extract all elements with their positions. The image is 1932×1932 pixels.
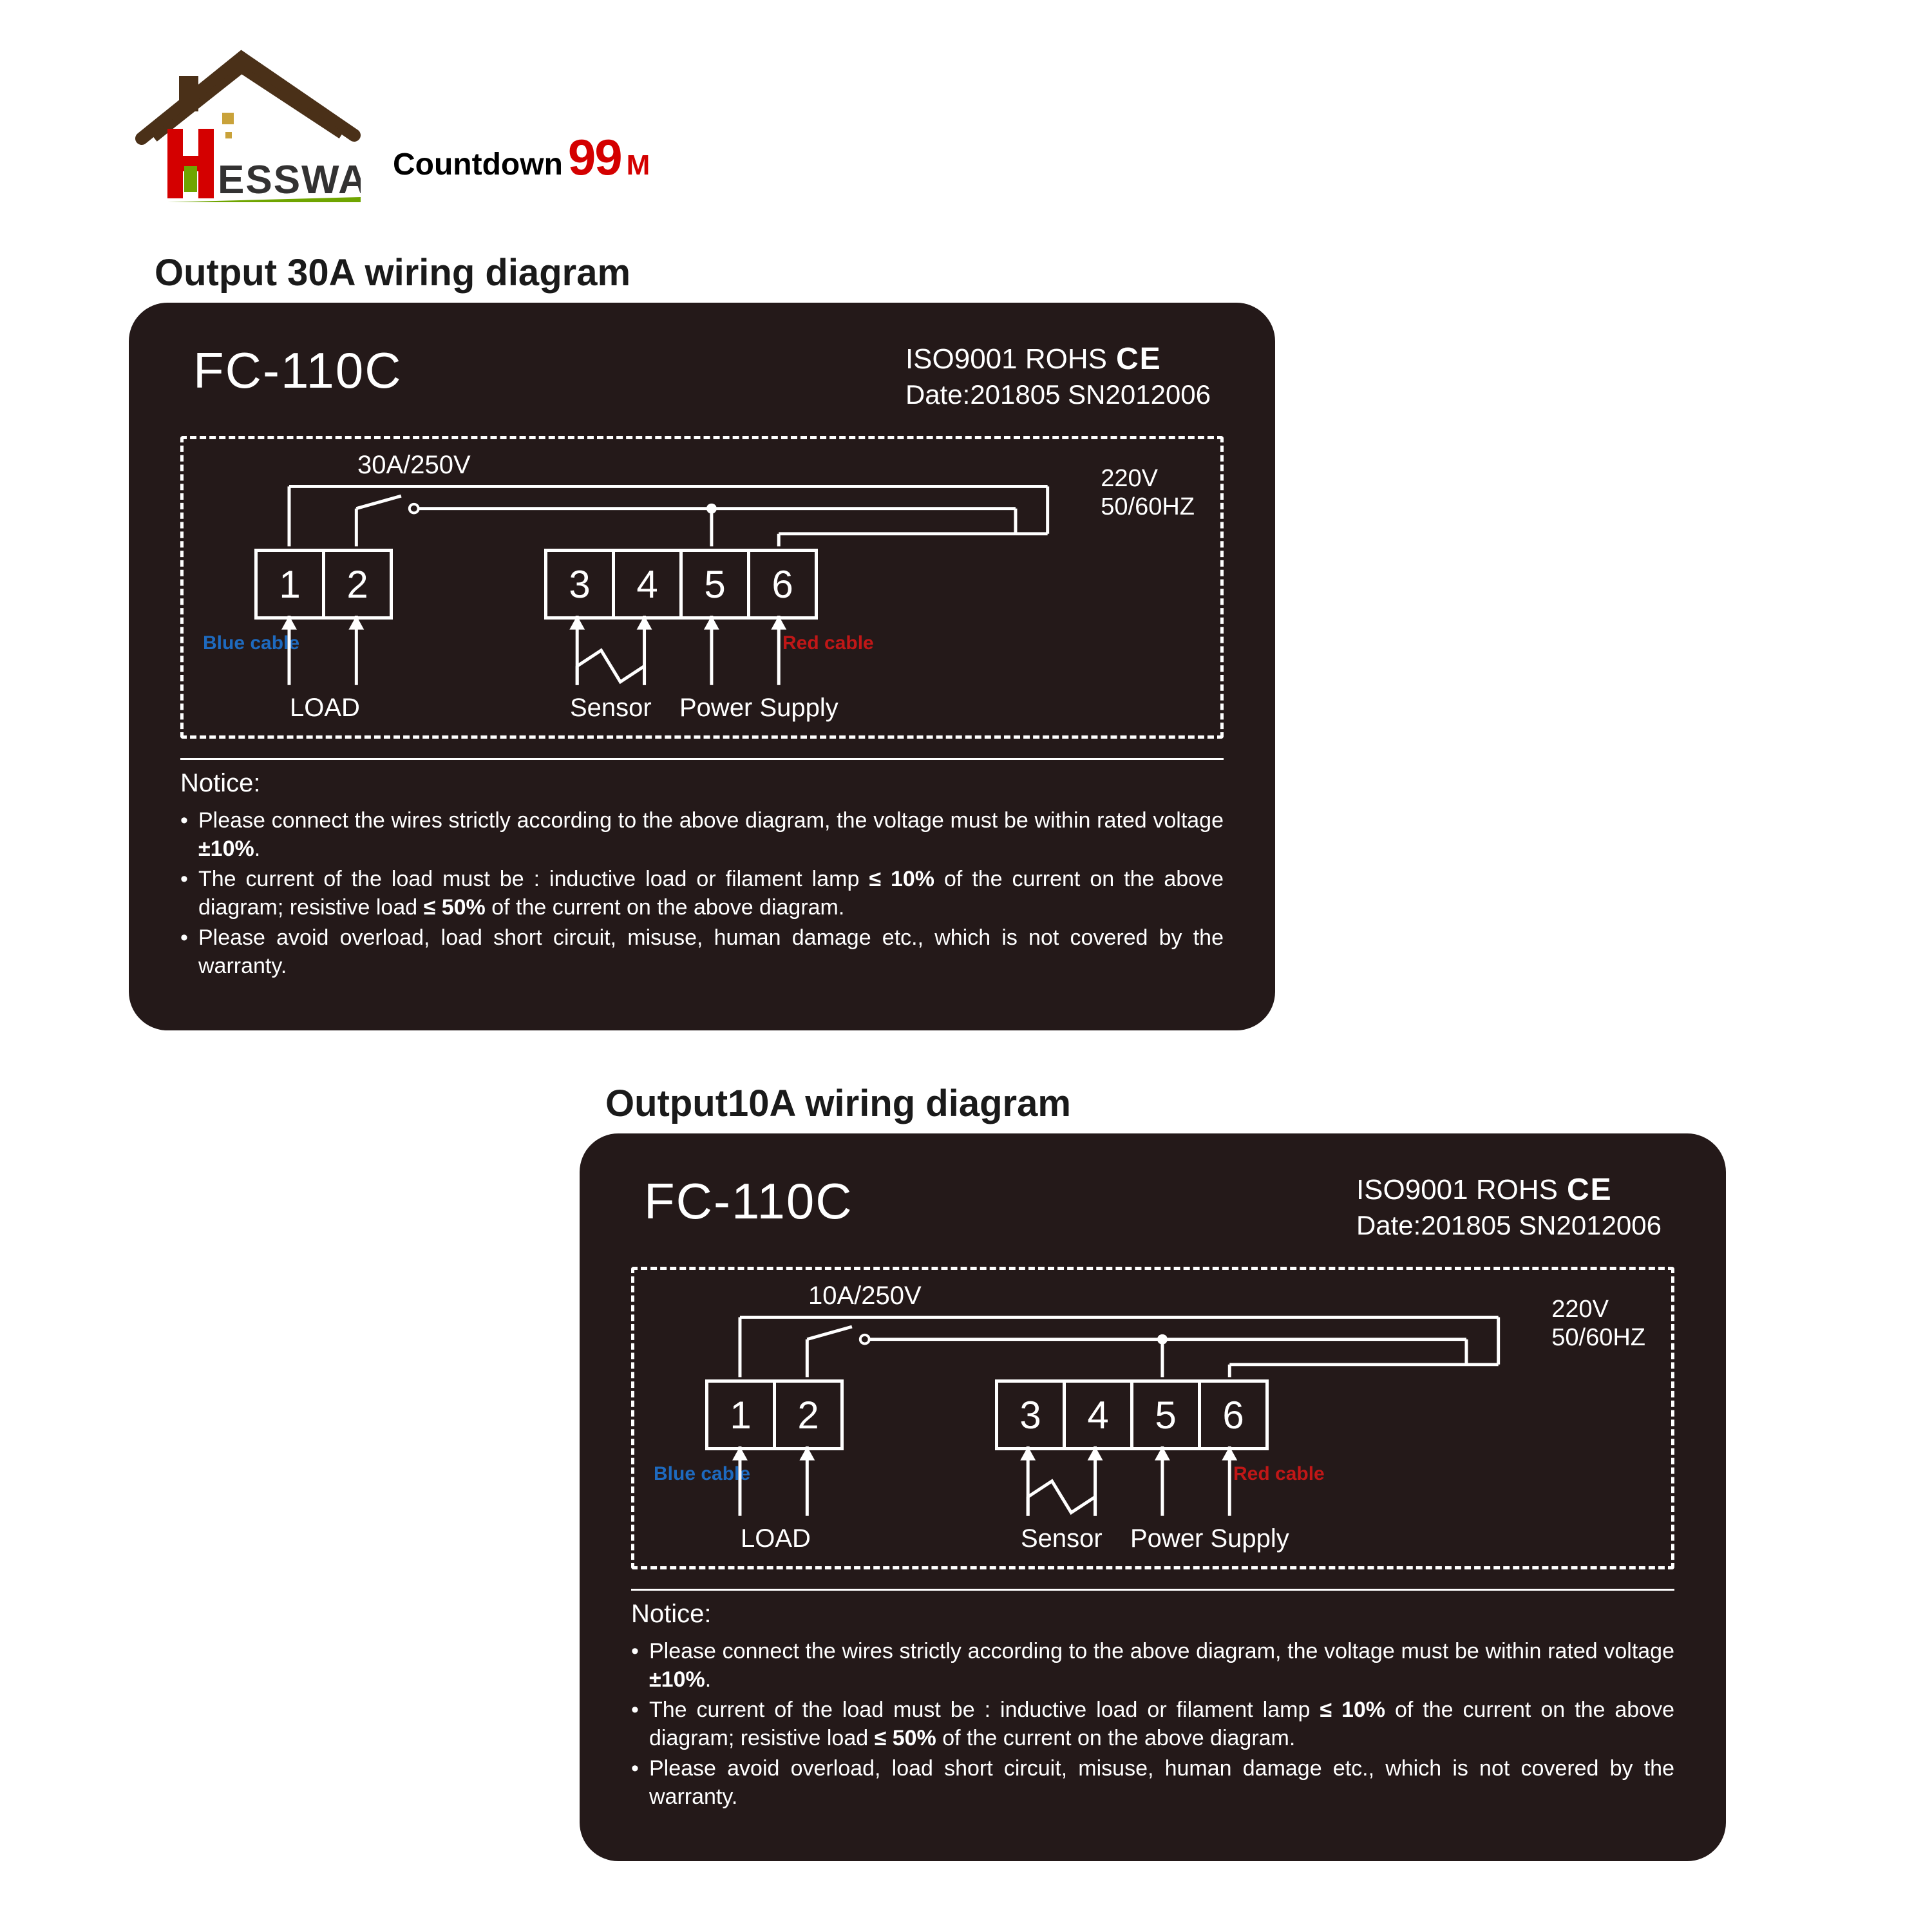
countdown-label: Countdown (393, 147, 563, 182)
notice-item: Please connect the wires strictly accord… (631, 1638, 1674, 1694)
power-supply-label: Power Supply (679, 694, 838, 723)
blue-cable-label: Blue cable (654, 1463, 750, 1485)
date-sn: Date:201805 SN2012006 (905, 379, 1211, 410)
cert-line: ISO9001 ROHSCE (905, 341, 1211, 377)
sensor-label: Sensor (1021, 1524, 1103, 1553)
terminal: 5 (1130, 1379, 1201, 1450)
red-cable-label: Red cable (1233, 1463, 1325, 1485)
divider (631, 1589, 1674, 1591)
section-title: Output 30A wiring diagram (155, 251, 630, 294)
load-label: LOAD (741, 1524, 811, 1553)
rating-label: 30A/250V (357, 451, 471, 480)
notice-item: Please connect the wires strictly accord… (180, 807, 1224, 863)
divider (180, 758, 1224, 760)
voltage-label: 220V50/60HZ (1551, 1296, 1645, 1352)
wiring-panel: FC-110C ISO9001 ROHSCEDate:201805 SN20120… (129, 303, 1275, 1030)
notice-item: The current of the load must be : induct… (180, 866, 1224, 922)
red-cable-label: Red cable (782, 632, 874, 654)
terminal: 4 (612, 549, 683, 620)
notice-list: Please connect the wires strictly accord… (180, 807, 1224, 980)
load-label: LOAD (290, 694, 360, 723)
notice-title: Notice: (631, 1600, 1674, 1629)
terminal-block-right: 3456 (544, 549, 818, 620)
notice-item: The current of the load must be : induct… (631, 1696, 1674, 1752)
wiring-diagram: 30A/250V 220V50/60HZ 12 3456 Blue cable Red c… (180, 436, 1224, 739)
terminal: 1 (254, 549, 325, 620)
terminal: 4 (1063, 1379, 1133, 1450)
certification-block: ISO9001 ROHSCEDate:201805 SN2012006 (1356, 1172, 1662, 1241)
terminal: 3 (544, 549, 615, 620)
wiring-panel: FC-110C ISO9001 ROHSCEDate:201805 SN20120… (580, 1133, 1726, 1861)
terminal: 3 (995, 1379, 1066, 1450)
panel-header: FC-110C ISO9001 ROHSCEDate:201805 SN20120… (631, 1172, 1674, 1241)
sensor-label: Sensor (570, 694, 652, 723)
svg-text:ESSWAY: ESSWAY (218, 158, 361, 202)
countdown-unit: M (627, 149, 650, 182)
panel-header: FC-110C ISO9001 ROHSCEDate:201805 SN20120… (180, 341, 1224, 410)
brand-logo: ESSWAY (129, 39, 361, 206)
countdown: Countdown 99 M (393, 128, 650, 187)
model-number: FC-110C (193, 341, 402, 400)
notice-item: Please avoid overload, load short circui… (631, 1755, 1674, 1811)
model-number: FC-110C (644, 1172, 853, 1231)
notice-title: Notice: (180, 769, 1224, 798)
terminal: 2 (773, 1379, 844, 1450)
power-supply-label: Power Supply (1130, 1524, 1289, 1553)
notice-item: Please avoid overload, load short circui… (180, 924, 1224, 980)
voltage-label: 220V50/60HZ (1101, 465, 1195, 521)
date-sn: Date:201805 SN2012006 (1356, 1210, 1662, 1241)
terminal: 6 (747, 549, 818, 620)
section-title: Output10A wiring diagram (605, 1082, 1071, 1125)
blue-cable-label: Blue cable (203, 632, 299, 654)
notice-list: Please connect the wires strictly accord… (631, 1638, 1674, 1811)
wiring-diagram: 10A/250V 220V50/60HZ 12 3456 Blue cable Red c… (631, 1267, 1674, 1569)
countdown-value: 99 (568, 128, 621, 187)
terminal-block-right: 3456 (995, 1379, 1269, 1450)
terminal-block-left: 12 (254, 549, 393, 620)
terminal: 2 (322, 549, 393, 620)
ce-mark-icon: CE (1116, 341, 1162, 377)
header-area: ESSWAY Countdown 99 M (129, 39, 650, 206)
terminal: 6 (1198, 1379, 1269, 1450)
terminal: 1 (705, 1379, 776, 1450)
ce-mark-icon: CE (1567, 1172, 1613, 1208)
certification-block: ISO9001 ROHSCEDate:201805 SN2012006 (905, 341, 1211, 410)
rating-label: 10A/250V (808, 1282, 922, 1311)
terminal-block-left: 12 (705, 1379, 844, 1450)
cert-line: ISO9001 ROHSCE (1356, 1172, 1662, 1208)
terminal: 5 (679, 549, 750, 620)
